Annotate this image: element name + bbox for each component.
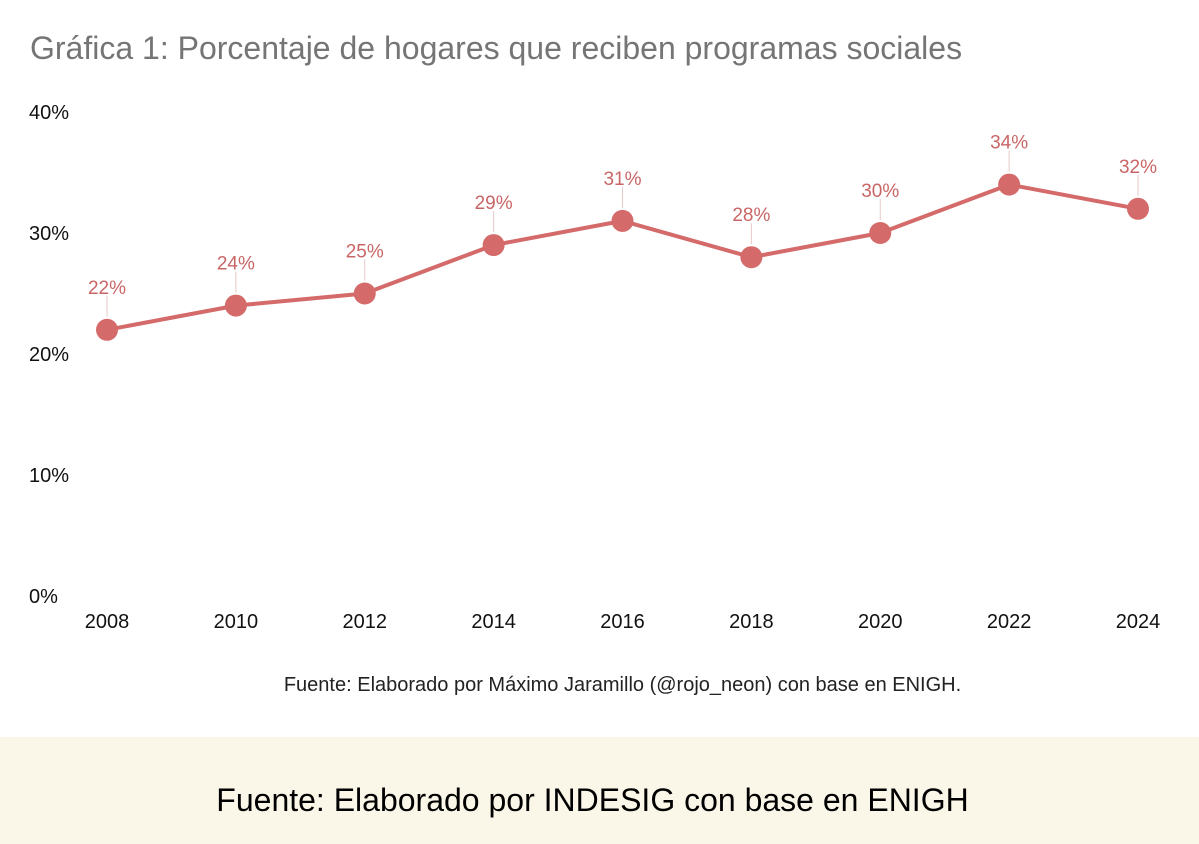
chart-source: Fuente: Elaborado por Máximo Jaramillo (… — [283, 674, 962, 696]
label-leaders — [106, 150, 1139, 317]
y-tick-label: 10% — [29, 465, 69, 487]
data-point — [611, 209, 634, 232]
data-point — [740, 246, 763, 269]
data-label: 28% — [732, 205, 770, 226]
data-point — [96, 318, 118, 341]
x-tick-label: 2018 — [729, 611, 774, 633]
y-tick-label: 40% — [29, 102, 69, 124]
data-point — [1127, 197, 1149, 220]
y-tick-label: 30% — [29, 223, 69, 245]
data-point — [353, 282, 376, 305]
data-point — [998, 173, 1021, 196]
data-point — [482, 234, 505, 257]
y-axis-ticks: 0% 10% 20% 30% 40% — [29, 102, 69, 608]
x-tick-label: 2022 — [987, 611, 1032, 633]
footer-band — [0, 737, 1199, 844]
data-label: 25% — [346, 242, 384, 263]
line-chart: 0%10%20%30%40% 2008 2010 2012 2014 2016 2018 2… — [29, 102, 1161, 633]
data-point — [224, 294, 247, 317]
x-axis-ticks: 2008 2010 2012 2014 2016 2018 2020 2022 2024 — [85, 611, 1161, 633]
data-label: 24% — [217, 254, 255, 275]
x-tick-label: 2016 — [600, 611, 645, 633]
footer-text: Fuente: Elaborado por INDESIG con base e… — [216, 782, 969, 818]
y-tick-label: 20% — [29, 344, 69, 366]
data-points — [96, 173, 1149, 341]
x-tick-label: 2020 — [858, 611, 903, 633]
data-label: 22% — [88, 278, 126, 299]
data-label: 30% — [861, 181, 899, 202]
x-tick-label: 2012 — [343, 611, 388, 633]
x-tick-label: 2010 — [214, 611, 259, 633]
data-labels: 22% 24% 25% 29% 31% 28% 30% 34% 32% — [88, 133, 1157, 299]
x-tick-label: 2008 — [85, 611, 130, 633]
data-label: 32% — [1119, 157, 1157, 178]
data-label: 31% — [603, 169, 641, 190]
chart-title: Gráfica 1: Porcentaje de hogares que rec… — [30, 30, 963, 66]
data-label: 34% — [990, 133, 1028, 154]
data-label: 29% — [475, 193, 513, 214]
x-tick-label: 2014 — [471, 611, 516, 633]
data-point — [869, 222, 892, 244]
x-tick-label: 2024 — [1116, 611, 1161, 633]
y-tick-label: 0% — [29, 586, 58, 608]
